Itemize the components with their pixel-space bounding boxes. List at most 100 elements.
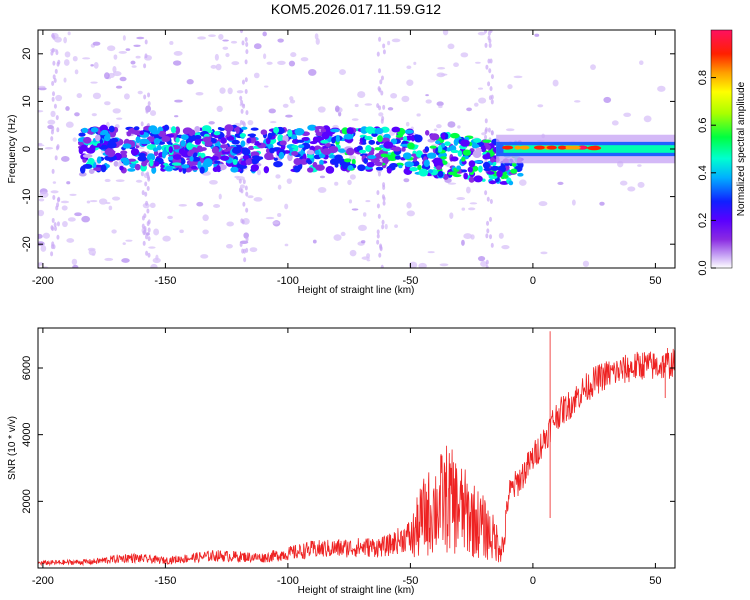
spectrogram-signal-blob	[468, 160, 476, 168]
spectrogram-signal-blob	[90, 127, 99, 133]
spectrogram-signal-blob	[388, 164, 395, 168]
spectrogram-noise-blob	[52, 181, 57, 184]
spectrogram-signal-blob	[107, 141, 117, 149]
spectrogram-signal-blob	[203, 158, 213, 167]
snr-y-tick-label: 2000	[21, 489, 33, 513]
spectrogram-noise-blob	[113, 54, 118, 60]
colorbar-tick-label: 0.8	[697, 70, 709, 85]
spectrogram-signal-blob	[246, 137, 252, 144]
spectrogram-noise-blob	[247, 195, 254, 199]
spectrogram-streak-blob	[485, 265, 489, 268]
snr-x-axis: -200 -150 -100 -50 0 50	[32, 328, 662, 587]
spectrogram-signal-blob	[180, 139, 186, 147]
spectrogram-peak-blob	[502, 145, 514, 150]
spectrogram-noise-blob	[112, 71, 122, 77]
spectrogram-peak-blob	[533, 145, 546, 150]
spectrogram-noise-blob	[72, 56, 78, 62]
spectrogram-noise-blob	[340, 231, 346, 237]
spectrogram-noise-blob	[162, 235, 171, 242]
spectrogram-streak-blob	[50, 129, 54, 135]
spectrogram-streak-blob	[376, 190, 380, 196]
spectrogram-noise-blob	[265, 216, 275, 220]
spectrogram-noise-blob	[272, 221, 280, 225]
spectrogram-streak-blob	[382, 104, 386, 110]
spectrogram-signal-blob	[471, 165, 479, 172]
spectrogram-noise-blob	[447, 121, 456, 128]
spectrogram-noise-blob	[639, 60, 644, 66]
spectrogram-signal-blob	[100, 129, 109, 135]
spectrogram-streak-blob	[239, 30, 243, 34]
snr-background	[38, 328, 675, 568]
spectrogram-y-tick-label: -10	[21, 189, 33, 205]
spectrogram-signal-blob	[488, 180, 497, 185]
spectrogram-signal-blob	[337, 148, 347, 153]
spectrogram-signal-blob	[170, 126, 177, 134]
spectrogram-streak-blob	[53, 103, 57, 109]
spectrogram-noise-blob	[269, 121, 277, 124]
spectrogram-noise-blob	[619, 180, 628, 186]
spectrogram-signal-blob	[161, 135, 171, 142]
spectrogram-noise-blob	[268, 108, 276, 114]
colorbar-gradient	[711, 30, 732, 268]
spectrogram-signal-blob	[298, 144, 305, 149]
spectrogram-noise-blob	[38, 198, 45, 202]
spectrogram-noise-blob	[477, 256, 486, 262]
spectrogram-noise-blob	[447, 182, 457, 185]
spectrogram-signal-blob	[483, 167, 492, 172]
spectrogram-signal-blob	[383, 141, 394, 149]
spectrogram-signal-blob	[440, 156, 447, 160]
spectrogram-noise-blob	[440, 73, 448, 76]
spectrogram-noise-blob	[219, 87, 226, 94]
spectrogram-noise-blob	[347, 179, 352, 186]
spectrogram-noise-blob	[104, 178, 111, 183]
spectrogram-noise-blob	[501, 245, 510, 250]
spectrogram-noise-blob	[477, 31, 486, 36]
spectrogram-noise-blob	[409, 261, 418, 268]
spectrogram-signal-blob	[96, 143, 102, 148]
spectrogram-noise-blob	[603, 96, 612, 103]
spectrogram-noise-blob	[277, 213, 282, 218]
spectrogram-streak-blob	[242, 103, 246, 109]
spectrogram-signal-blob	[146, 153, 156, 162]
spectrogram-streak-blob	[51, 168, 55, 174]
spectrogram-signal-blob	[242, 148, 251, 156]
spectrogram-streak-blob	[381, 219, 385, 225]
spectrogram-noise-blob	[178, 203, 187, 207]
spectrogram-signal-blob	[314, 149, 320, 155]
spectrogram-noise-blob	[453, 62, 459, 68]
spectrogram-noise-blob	[249, 247, 258, 253]
spectrogram-noise-blob	[122, 35, 126, 41]
spectrogram-signal-blob	[366, 161, 375, 168]
spectrogram-streak-blob	[245, 49, 249, 55]
spectrogram-signal-blob	[339, 160, 345, 166]
spectrogram-signal-blob	[254, 142, 262, 146]
spectrogram-streak-blob	[489, 199, 493, 205]
spectrogram-signal-blob	[273, 160, 283, 168]
colorbar-tick-label: 0.6	[697, 118, 709, 133]
spectrogram-noise-blob	[88, 168, 95, 174]
spectrogram-noise-blob	[108, 205, 113, 211]
spectrogram-noise-blob	[112, 65, 117, 73]
spectrogram-signal-blob	[307, 160, 313, 165]
spectrogram-noise-blob	[67, 217, 76, 222]
spectrogram-streak-blob	[51, 47, 55, 53]
spectrogram-y-tick-label: -20	[21, 236, 33, 252]
spectrogram-streak-blob	[55, 205, 59, 211]
spectrogram-signal-blob	[496, 170, 503, 178]
spectrogram-x-tick-label: 50	[649, 275, 661, 287]
spectrogram-signal-blob	[450, 149, 459, 154]
spectrogram-noise-blob	[557, 181, 564, 186]
spectrogram-streak-blob	[487, 35, 491, 41]
spectrogram-noise-blob	[91, 113, 97, 117]
spectrogram-noise-blob	[225, 53, 230, 58]
spectrogram-signal-blob	[453, 138, 459, 146]
spectrogram-signal-blob	[189, 156, 194, 162]
spectrogram-streak-blob	[244, 185, 248, 191]
spectrogram-noise-blob	[319, 175, 326, 179]
spectrogram-noise-blob	[90, 64, 94, 67]
snr-x-tick-label: -100	[277, 575, 299, 587]
spectrogram-signal-blob	[197, 161, 202, 169]
spectrogram-signal-blob	[463, 172, 469, 180]
spectrogram-x-tick-label: 0	[530, 275, 536, 287]
